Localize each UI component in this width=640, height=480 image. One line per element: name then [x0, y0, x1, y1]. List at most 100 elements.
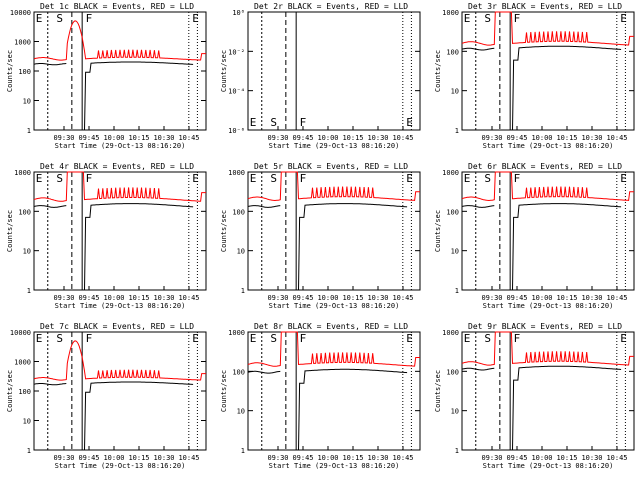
- lld-series-line: [33, 340, 206, 381]
- x-tick-label: 10:45: [392, 454, 413, 462]
- x-tick-label: 10:15: [128, 454, 149, 462]
- x-axis-label: Start Time (29-Oct-13 08:16:20): [269, 462, 400, 470]
- plot-frame: [33, 11, 207, 131]
- y-tick-label: 1000: [442, 9, 459, 17]
- event-marker-label: F: [300, 332, 307, 345]
- events-series-line: [247, 205, 281, 208]
- event-marker-label: F: [86, 332, 93, 345]
- x-tick-label: 09:45: [78, 134, 99, 142]
- lld-series-line: [461, 331, 634, 366]
- plot-frame: [247, 331, 421, 451]
- events-series-line: [298, 203, 408, 291]
- y-axis-label: Counts/sec: [6, 210, 14, 252]
- x-tick-label: 10:30: [153, 134, 174, 142]
- x-tick-label: 10:45: [178, 294, 199, 302]
- y-tick-label: 100: [446, 208, 459, 216]
- event-marker-label: E: [250, 172, 257, 185]
- x-tick-label: 09:30: [267, 134, 288, 142]
- chart-title: Det 3r BLACK = Events, RED = LLD: [468, 2, 622, 11]
- event-marker-label: S: [270, 332, 277, 345]
- events-series-line: [84, 381, 194, 451]
- plot-frame: [33, 331, 207, 451]
- y-tick-label: 100: [446, 48, 459, 56]
- y-tick-label: 1: [455, 287, 459, 295]
- event-marker-label: S: [56, 332, 63, 345]
- y-tick-label: 100: [446, 368, 459, 376]
- event-marker-label: E: [406, 116, 413, 129]
- y-tick-label: 10000: [10, 9, 31, 17]
- y-axis-label: Counts/sec: [220, 50, 228, 92]
- events-series-line: [461, 367, 495, 371]
- x-tick-label: 10:00: [317, 454, 338, 462]
- lld-series-line: [33, 20, 206, 61]
- x-tick-label: 10:15: [342, 134, 363, 142]
- x-axis-label: Start Time (29-Oct-13 08:16:20): [55, 142, 186, 150]
- event-marker-label: F: [300, 172, 307, 185]
- event-marker-label: E: [406, 332, 413, 345]
- x-tick-label: 10:30: [153, 454, 174, 462]
- x-tick-label: 10:45: [178, 454, 199, 462]
- x-tick-label: 10:00: [103, 134, 124, 142]
- events-series-line: [461, 205, 495, 208]
- y-tick-label: 10: [23, 248, 31, 256]
- x-axis-label: Start Time (29-Oct-13 08:16:20): [269, 302, 400, 310]
- event-marker-label: E: [464, 332, 471, 345]
- event-marker-label: F: [514, 12, 521, 25]
- chart-title: Det 1c BLACK = Events, RED = LLD: [40, 2, 194, 11]
- y-tick-label: 1: [27, 447, 31, 455]
- x-tick-label: 10:45: [606, 294, 627, 302]
- x-tick-label: 10:45: [392, 134, 413, 142]
- event-marker-label: E: [192, 12, 199, 25]
- x-tick-label: 09:45: [506, 134, 527, 142]
- x-tick-label: 09:45: [78, 454, 99, 462]
- y-tick-label: 1: [455, 127, 459, 135]
- chart-panel: Det 2r BLACK = Events, RED = LLD 10⁰ 10⁻² 1…: [220, 2, 421, 150]
- event-marker-label: E: [620, 172, 627, 185]
- x-tick-label: 10:15: [128, 294, 149, 302]
- event-marker-label: S: [270, 116, 277, 129]
- x-tick-label: 09:30: [53, 294, 74, 302]
- x-tick-label: 09:30: [267, 294, 288, 302]
- x-axis-label: Start Time (29-Oct-13 08:16:20): [55, 302, 186, 310]
- chart-panel: Det 5r BLACK = Events, RED = LLD 1 10 100 10…: [220, 162, 421, 310]
- x-tick-label: 10:00: [317, 294, 338, 302]
- y-tick-label: 10⁰: [232, 9, 245, 17]
- lld-series-line: [33, 171, 206, 202]
- x-axis-label: Start Time (29-Oct-13 08:16:20): [269, 142, 400, 150]
- x-tick-label: 10:45: [178, 134, 199, 142]
- chart-panel: Det 8r BLACK = Events, RED = LLD 1 10 100 10…: [220, 322, 421, 470]
- y-axis-label: Counts/sec: [434, 50, 442, 92]
- x-tick-label: 09:45: [78, 294, 99, 302]
- y-axis-label: Counts/sec: [220, 370, 228, 412]
- chart-title: Det 9r BLACK = Events, RED = LLD: [468, 322, 622, 331]
- y-tick-label: 1000: [442, 329, 459, 337]
- y-tick-label: 1000: [228, 169, 245, 177]
- events-series-line: [84, 61, 194, 131]
- events-series-line: [512, 203, 622, 291]
- events-series-line: [84, 203, 194, 291]
- y-tick-label: 1: [241, 447, 245, 455]
- y-tick-label: 100: [18, 388, 31, 396]
- chart-title: Det 7c BLACK = Events, RED = LLD: [40, 322, 194, 331]
- x-tick-label: 10:30: [581, 134, 602, 142]
- y-tick-label: 10⁻²: [228, 48, 245, 56]
- y-tick-label: 1000: [228, 329, 245, 337]
- events-series-line: [33, 63, 67, 66]
- chart-title: Det 5r BLACK = Events, RED = LLD: [254, 162, 408, 171]
- y-tick-label: 10: [23, 418, 31, 426]
- chart-panel: Det 4r BLACK = Events, RED = LLD 1 10 100 10…: [6, 162, 207, 310]
- x-axis-label: Start Time (29-Oct-13 08:16:20): [483, 302, 614, 310]
- events-series-line: [298, 368, 408, 451]
- x-tick-label: 09:45: [506, 454, 527, 462]
- event-marker-label: E: [250, 332, 257, 345]
- chart-title: Det 4r BLACK = Events, RED = LLD: [40, 162, 194, 171]
- y-tick-label: 100: [232, 368, 245, 376]
- x-axis-label: Start Time (29-Oct-13 08:16:20): [55, 462, 186, 470]
- event-marker-label: E: [36, 172, 43, 185]
- lld-series-line: [247, 331, 420, 367]
- x-tick-label: 10:00: [317, 134, 338, 142]
- event-marker-label: E: [192, 332, 199, 345]
- y-tick-label: 1000: [14, 39, 31, 47]
- x-tick-label: 10:00: [531, 454, 552, 462]
- x-tick-label: 09:30: [481, 454, 502, 462]
